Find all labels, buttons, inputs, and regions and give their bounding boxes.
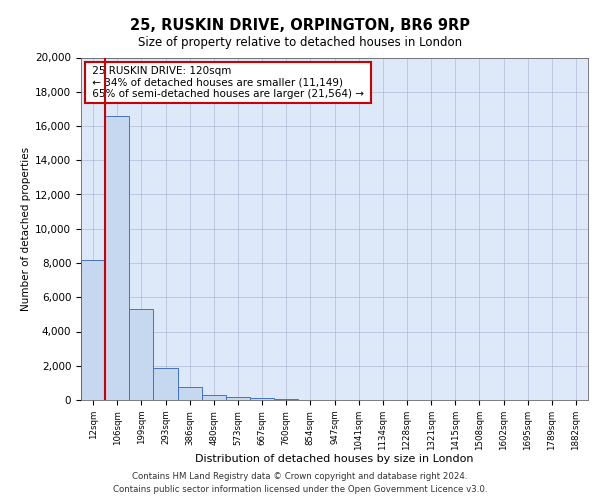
Bar (81, 260, 105, 400)
Text: 25, RUSKIN DRIVE, ORPINGTON, BR6 9RP: 25, RUSKIN DRIVE, ORPINGTON, BR6 9RP (130, 18, 470, 32)
Bar (250, 398, 274, 400)
Text: Contains HM Land Registry data © Crown copyright and database right 2024.
Contai: Contains HM Land Registry data © Crown c… (113, 472, 487, 494)
Text: Size of property relative to detached houses in London: Size of property relative to detached ho… (138, 36, 462, 49)
Bar (274, 398, 298, 400)
Bar (202, 395, 226, 400)
Bar (154, 368, 178, 400)
Text: 25 RUSKIN DRIVE: 120sqm
 ← 34% of detached houses are smaller (11,149)
 65% of s: 25 RUSKIN DRIVE: 120sqm ← 34% of detache… (89, 66, 367, 100)
X-axis label: Distribution of detached houses by size in London: Distribution of detached houses by size … (195, 454, 474, 464)
Bar (105, 116, 129, 400)
Y-axis label: Number of detached properties: Number of detached properties (21, 146, 31, 311)
Bar (226, 398, 250, 400)
Bar (178, 387, 202, 400)
Bar (129, 309, 154, 400)
